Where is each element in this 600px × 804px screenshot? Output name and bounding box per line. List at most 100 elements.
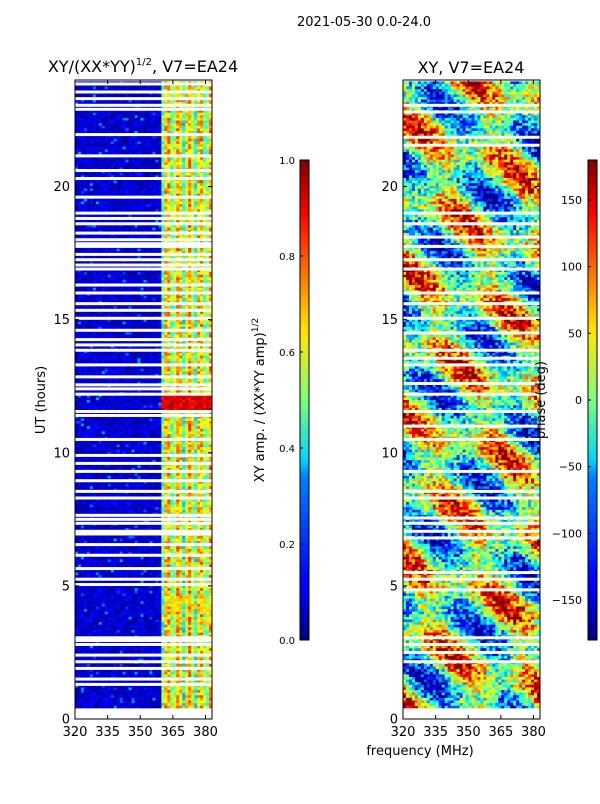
heatmap-cell bbox=[144, 115, 147, 118]
heatmap-cell bbox=[132, 225, 135, 228]
heatmap-cell bbox=[188, 165, 191, 168]
heatmap-cell bbox=[102, 188, 105, 191]
heatmap-cell bbox=[132, 139, 135, 142]
heatmap-cell bbox=[84, 272, 87, 275]
heatmap-cell bbox=[105, 181, 108, 184]
heatmap-cell bbox=[105, 144, 108, 147]
heatmap-cell bbox=[194, 207, 197, 210]
heatmap-cell bbox=[158, 199, 161, 202]
heatmap-cell bbox=[84, 144, 87, 147]
heatmap-cell bbox=[152, 139, 155, 142]
heatmap-cell bbox=[135, 275, 138, 278]
heatmap-cell bbox=[105, 121, 108, 124]
heatmap-cell bbox=[144, 165, 147, 168]
heatmap-cell bbox=[144, 121, 147, 124]
heatmap-cell bbox=[170, 225, 173, 228]
heatmap-cell bbox=[75, 280, 78, 283]
heatmap-cell bbox=[200, 324, 203, 327]
heatmap-cell bbox=[111, 207, 114, 210]
heatmap-cell bbox=[123, 204, 126, 207]
heatmap-cell bbox=[78, 207, 81, 210]
heatmap-cell bbox=[167, 324, 170, 327]
heatmap-cell bbox=[203, 183, 206, 186]
heatmap-cell bbox=[102, 186, 105, 189]
heatmap-cell bbox=[135, 272, 138, 275]
heatmap-cell bbox=[167, 199, 170, 202]
heatmap-cell bbox=[120, 173, 123, 176]
heatmap-cell bbox=[135, 126, 138, 129]
heatmap-cell bbox=[200, 160, 203, 163]
heatmap-cell bbox=[114, 162, 117, 165]
heatmap-cell bbox=[167, 113, 170, 116]
heatmap-cell bbox=[146, 144, 149, 147]
heatmap-cell bbox=[78, 272, 81, 275]
heatmap-cell bbox=[185, 147, 188, 150]
heatmap-cell bbox=[132, 356, 135, 359]
heatmap-cell bbox=[182, 118, 185, 121]
heatmap-cell bbox=[167, 296, 170, 299]
heatmap-cell bbox=[179, 225, 182, 228]
heatmap-cell bbox=[87, 356, 90, 359]
heatmap-cell bbox=[191, 249, 194, 252]
heatmap-cell bbox=[117, 191, 120, 194]
heatmap-cell bbox=[194, 202, 197, 205]
heatmap-cell bbox=[188, 191, 191, 194]
heatmap-cell bbox=[185, 149, 188, 152]
heatmap-cell bbox=[176, 94, 179, 97]
heatmap-cell bbox=[182, 183, 185, 186]
heatmap-cell bbox=[152, 188, 155, 191]
heatmap-cell bbox=[185, 228, 188, 231]
heatmap-cell bbox=[126, 280, 129, 283]
heatmap-cell bbox=[108, 186, 111, 189]
heatmap-cell bbox=[75, 165, 78, 168]
heatmap-cell bbox=[81, 126, 84, 129]
heatmap-cell bbox=[161, 324, 164, 327]
heatmap-cell bbox=[114, 136, 117, 139]
heatmap-cell bbox=[206, 183, 209, 186]
heatmap-cell bbox=[203, 139, 206, 142]
heatmap-cell bbox=[117, 173, 120, 176]
heatmap-cell bbox=[194, 113, 197, 116]
heatmap-cell bbox=[161, 144, 164, 147]
heatmap-cell bbox=[182, 121, 185, 124]
heatmap-cell bbox=[152, 288, 155, 291]
heatmap-cell bbox=[194, 199, 197, 202]
heatmap-cell bbox=[188, 157, 191, 160]
heatmap-cell bbox=[81, 228, 84, 231]
heatmap-cell bbox=[84, 113, 87, 116]
heatmap-cell bbox=[161, 296, 164, 299]
heatmap-cell bbox=[161, 165, 164, 168]
heatmap-cell bbox=[144, 356, 147, 359]
heatmap-cell bbox=[197, 207, 200, 210]
heatmap-cell bbox=[90, 160, 93, 163]
heatmap-cell bbox=[114, 306, 117, 309]
heatmap-cell bbox=[126, 160, 129, 163]
heatmap-cell bbox=[132, 188, 135, 191]
heatmap-cell bbox=[170, 126, 173, 129]
heatmap-cell bbox=[108, 314, 111, 317]
heatmap-cell bbox=[200, 165, 203, 168]
heatmap-cell bbox=[141, 113, 144, 116]
heatmap-cell bbox=[102, 139, 105, 142]
heatmap-cell bbox=[203, 204, 206, 207]
heatmap-cell bbox=[203, 306, 206, 309]
heatmap-cell bbox=[78, 191, 81, 194]
heatmap-cell bbox=[194, 128, 197, 131]
heatmap-cell bbox=[117, 147, 120, 150]
heatmap-cell bbox=[167, 249, 170, 252]
heatmap-cell bbox=[179, 157, 182, 160]
heatmap-cell bbox=[206, 296, 209, 299]
heatmap-cell bbox=[206, 128, 209, 131]
heatmap-cell bbox=[194, 136, 197, 139]
heatmap-cell bbox=[123, 160, 126, 163]
heatmap-cell bbox=[135, 332, 138, 335]
heatmap-cell bbox=[129, 126, 132, 129]
heatmap-cell bbox=[132, 147, 135, 150]
heatmap-cell bbox=[135, 94, 138, 97]
heatmap-cell bbox=[161, 147, 164, 150]
heatmap-cell bbox=[105, 202, 108, 205]
heatmap-cell bbox=[144, 324, 147, 327]
heatmap-cell bbox=[149, 277, 152, 280]
heatmap-cell bbox=[158, 277, 161, 280]
heatmap-cell bbox=[197, 296, 200, 299]
